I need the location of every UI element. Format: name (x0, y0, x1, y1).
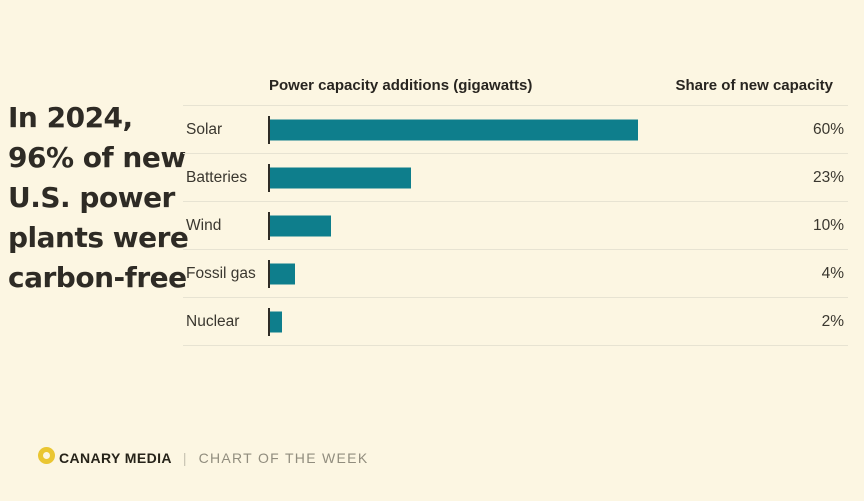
chart-row: Solar 60% (183, 106, 848, 154)
share-value: 23% (812, 168, 844, 186)
axis-tick (268, 259, 270, 288)
share-value: 2% (821, 312, 844, 330)
footer-divider: | (182, 450, 187, 466)
brand-name: CANARY MEDIA (59, 450, 172, 466)
category-label: Nuclear (186, 312, 240, 330)
headline: In 2024, 96% of new U.S. power plants we… (8, 101, 189, 294)
chart-title: Power capacity additions (gigawatts) (269, 77, 533, 94)
category-label: Fossil gas (186, 264, 256, 282)
chart-row: Wind 10% (183, 202, 848, 250)
value-bar (270, 311, 282, 332)
chart-rows: Solar 60% Batteries 23% Wind 10% Fossil … (183, 106, 848, 346)
canary-media-logo-icon (38, 446, 55, 464)
share-column-header: Share of new capacity (675, 77, 833, 94)
chart-header-row: Power capacity additions (gigawatts) Sha… (183, 68, 848, 106)
axis-tick (268, 163, 270, 192)
value-bar (270, 215, 331, 236)
share-value: 4% (821, 264, 844, 282)
axis-tick (268, 115, 270, 144)
chart-row: Batteries 23% (183, 154, 848, 202)
value-bar (270, 167, 411, 188)
category-label: Wind (186, 216, 222, 234)
value-bar (270, 119, 638, 140)
chart-row: Fossil gas 4% (183, 250, 848, 298)
category-label: Solar (186, 120, 223, 138)
value-bar (270, 263, 295, 284)
share-value: 10% (812, 216, 844, 234)
axis-tick (268, 307, 270, 336)
category-label: Batteries (186, 168, 248, 186)
chart-row: Nuclear 2% (183, 298, 848, 346)
capacity-chart: Power capacity additions (gigawatts) Sha… (183, 68, 848, 346)
share-value: 60% (812, 120, 844, 138)
axis-tick (268, 211, 270, 240)
series-label: CHART OF THE WEEK (198, 450, 369, 466)
footer: CANARY MEDIA | CHART OF THE WEEK (38, 446, 369, 469)
